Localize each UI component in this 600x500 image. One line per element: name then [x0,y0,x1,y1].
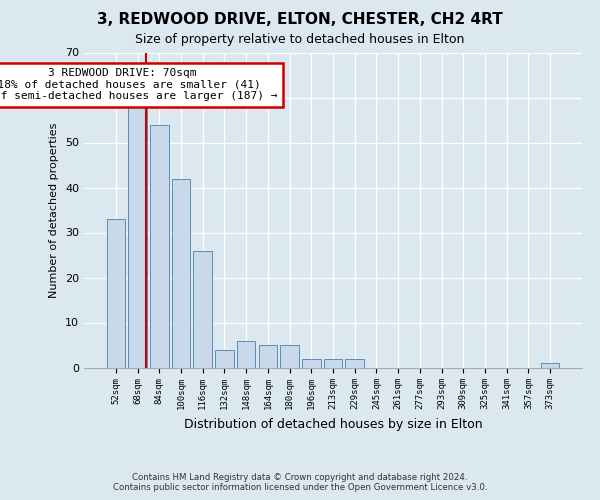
Bar [346,358,364,368]
Bar [541,363,559,368]
Bar [215,350,233,368]
Bar [107,219,125,368]
Bar [280,345,299,368]
Bar [302,358,320,368]
Bar [150,124,169,368]
Y-axis label: Number of detached properties: Number of detached properties [49,122,59,298]
Text: Contains HM Land Registry data © Crown copyright and database right 2024.
Contai: Contains HM Land Registry data © Crown c… [113,473,487,492]
Bar [259,345,277,368]
Text: Size of property relative to detached houses in Elton: Size of property relative to detached ho… [136,32,464,46]
Bar [128,102,147,368]
Bar [172,178,190,368]
Bar [237,340,256,367]
Text: 3, REDWOOD DRIVE, ELTON, CHESTER, CH2 4RT: 3, REDWOOD DRIVE, ELTON, CHESTER, CH2 4R… [97,12,503,28]
X-axis label: Distribution of detached houses by size in Elton: Distribution of detached houses by size … [184,418,482,431]
Bar [324,358,342,368]
Bar [193,250,212,368]
Text: 3 REDWOOD DRIVE: 70sqm
← 18% of detached houses are smaller (41)
80% of semi-det: 3 REDWOOD DRIVE: 70sqm ← 18% of detached… [0,68,277,102]
